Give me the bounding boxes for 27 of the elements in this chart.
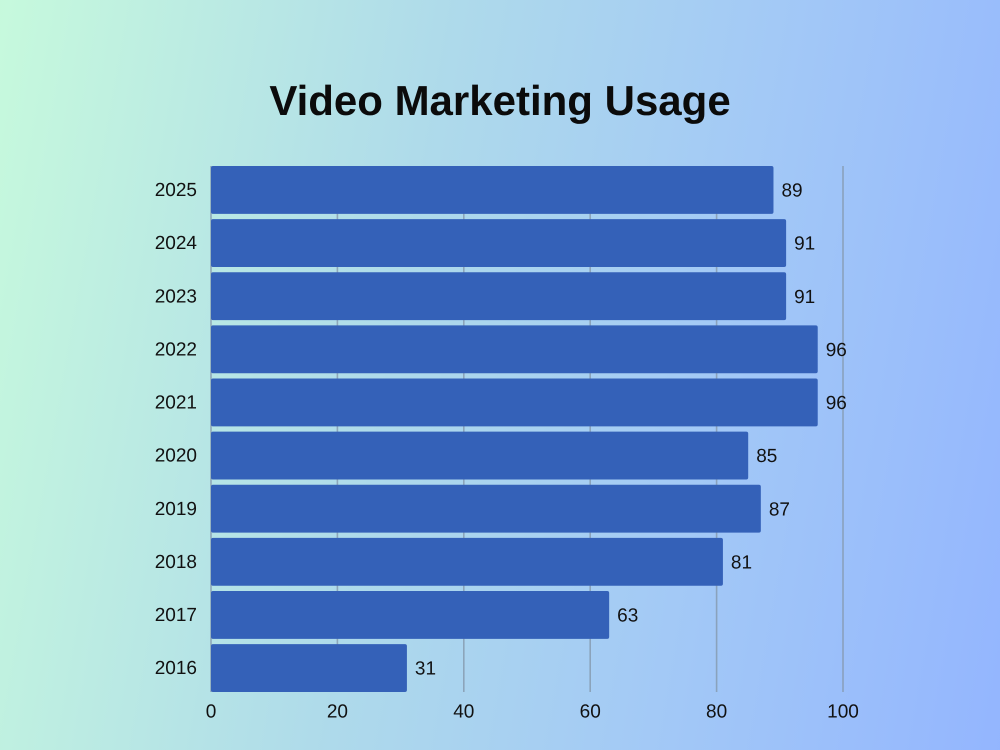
x-tick-label: 80 <box>706 701 728 722</box>
x-tick-label: 0 <box>206 701 216 722</box>
y-tick-label: 2025 <box>154 180 197 201</box>
y-tick-label: 2022 <box>154 339 197 360</box>
y-tick-label: 2019 <box>154 498 197 520</box>
data-label: 63 <box>617 606 638 627</box>
y-tick-label: 2018 <box>154 552 197 573</box>
data-label: 31 <box>414 658 436 680</box>
data-label: 91 <box>794 234 816 255</box>
data-label: 87 <box>768 499 790 520</box>
y-tick-label: 2023 <box>154 286 197 308</box>
y-tick-label: 2020 <box>154 446 197 467</box>
x-tick-label: 100 <box>827 701 859 722</box>
x-tick-label: 40 <box>453 701 474 722</box>
data-label: 96 <box>826 340 847 361</box>
x-tick-label: 60 <box>580 701 601 722</box>
data-label: 89 <box>781 180 803 202</box>
x-tick-label: 20 <box>326 701 348 722</box>
data-label: 81 <box>730 552 752 574</box>
y-tick-label: 2021 <box>154 392 197 414</box>
data-label: 96 <box>826 393 847 414</box>
y-tick-label: 2017 <box>154 605 197 626</box>
chart-title: Video Marketing Usage <box>269 77 731 124</box>
y-tick-label: 2024 <box>154 233 198 254</box>
data-label: 91 <box>794 286 816 308</box>
data-label: 85 <box>756 446 778 468</box>
y-tick-label: 2016 <box>154 658 197 680</box>
